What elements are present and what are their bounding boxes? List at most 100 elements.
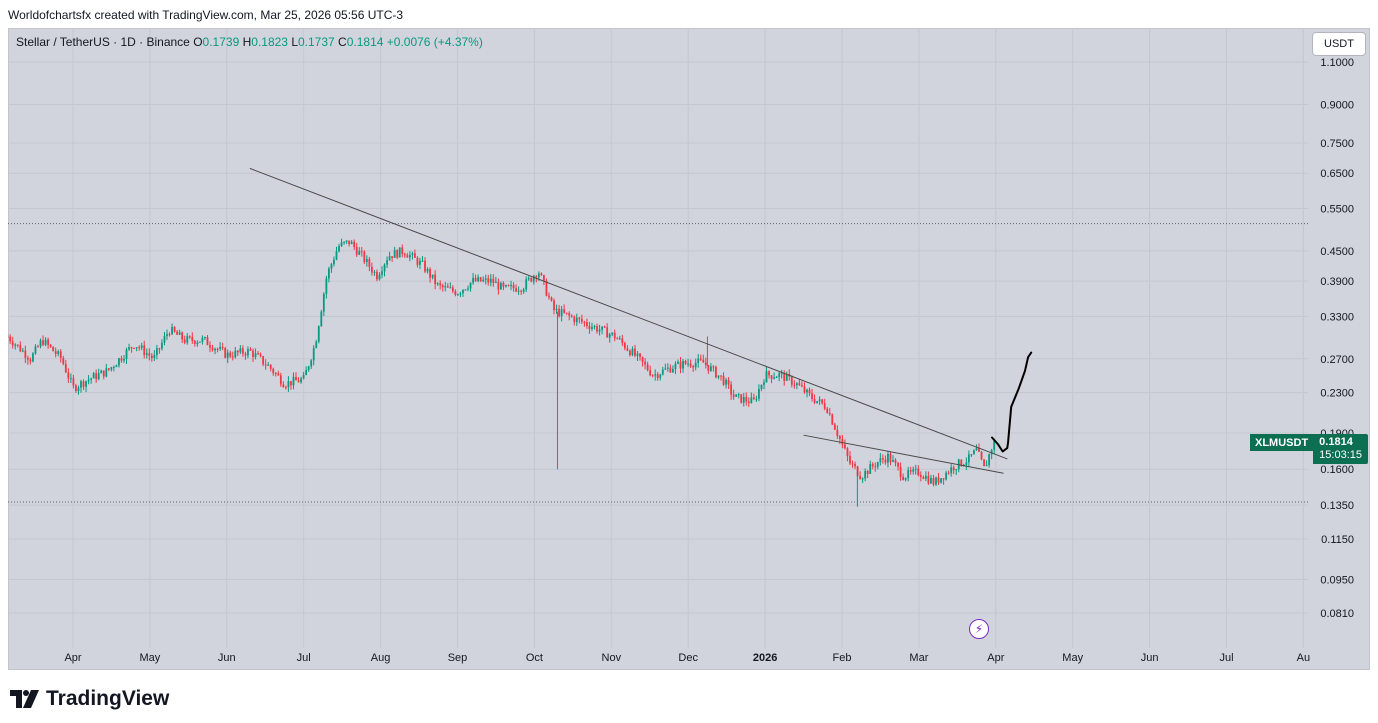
candle-body xyxy=(522,289,525,292)
candle-body xyxy=(330,264,333,269)
candle-body xyxy=(899,466,902,477)
candle-body xyxy=(704,362,707,365)
candle-body xyxy=(90,378,93,380)
candle-body xyxy=(588,325,591,329)
candle-body xyxy=(639,353,641,357)
candle-body xyxy=(793,384,796,386)
candle-body xyxy=(411,253,414,255)
candle-body xyxy=(464,289,467,291)
candle-body xyxy=(441,285,444,288)
candle-body xyxy=(489,278,492,283)
candle-body xyxy=(970,454,973,456)
candle-body xyxy=(909,470,912,472)
candle-body xyxy=(737,394,740,396)
candle-body xyxy=(715,366,717,378)
candle-body xyxy=(388,256,391,261)
candle-body xyxy=(613,332,616,339)
candle-body xyxy=(661,369,664,375)
candle-body xyxy=(193,340,196,345)
candle-body xyxy=(687,363,689,365)
y-tick-label: 0.1600 xyxy=(1320,464,1354,476)
candle-body xyxy=(535,276,538,278)
candle-body xyxy=(47,339,50,345)
candle-body xyxy=(679,361,682,369)
x-tick-label: Sep xyxy=(448,652,468,664)
price-axis: 1.1000 0.9000 0.7500 0.6500 0.5500 0.4500 0.39… xyxy=(1320,57,1354,620)
x-tick-label: May xyxy=(140,652,161,664)
candle-body xyxy=(967,454,970,463)
candle-body xyxy=(254,353,257,358)
candle-body xyxy=(183,339,186,343)
candle-body xyxy=(780,372,783,374)
candle-body xyxy=(596,326,598,332)
candle-body xyxy=(105,368,108,377)
candle-body xyxy=(801,385,803,387)
candle-body xyxy=(742,397,745,403)
candle-body xyxy=(24,350,27,358)
candle-body xyxy=(790,376,793,385)
candle-body xyxy=(75,385,77,391)
candle-body xyxy=(143,345,146,355)
tradingview-logo[interactable]: TradingView xyxy=(10,687,169,711)
candle-body xyxy=(616,338,619,340)
candle-body xyxy=(904,478,907,480)
candle-body xyxy=(257,353,259,355)
y-tick-label: 0.7500 xyxy=(1320,138,1354,150)
candle-body xyxy=(543,275,545,281)
candle-body xyxy=(965,462,968,465)
candle-body xyxy=(497,281,500,290)
candle-body xyxy=(608,334,611,338)
currency-button[interactable]: USDT xyxy=(1312,32,1366,56)
candle-body xyxy=(930,477,932,484)
candle-body xyxy=(747,401,750,404)
candle-body xyxy=(166,334,168,337)
candle-body xyxy=(621,338,624,343)
candle-body xyxy=(811,393,813,400)
y-tick-label: 0.2700 xyxy=(1320,354,1354,366)
candle-body xyxy=(128,347,130,350)
candle-body xyxy=(178,332,181,335)
candle-body xyxy=(492,278,495,283)
candle-body xyxy=(236,350,239,353)
candle-body xyxy=(201,337,204,342)
candle-body xyxy=(694,362,697,368)
candle-body xyxy=(393,250,396,258)
candle-body xyxy=(876,462,879,467)
y-tick-label: 0.9000 xyxy=(1320,100,1354,112)
candle-body xyxy=(216,348,219,350)
candle-body xyxy=(102,370,105,377)
candle-body xyxy=(249,349,252,351)
candle-body xyxy=(591,327,593,329)
event-bolt-icon[interactable]: ⚡ xyxy=(969,619,989,639)
price-chart[interactable]: 1.1000 0.9000 0.7500 0.6500 0.5500 0.4500 0.39… xyxy=(8,28,1370,670)
candle-body xyxy=(198,341,201,343)
candle-body xyxy=(135,347,138,349)
candle-body xyxy=(818,399,821,402)
candle-body xyxy=(717,375,720,378)
candle-body xyxy=(49,344,52,347)
candle-body xyxy=(125,349,128,360)
candle-body xyxy=(282,384,285,388)
candle-body xyxy=(145,353,148,355)
candle-body xyxy=(14,344,17,346)
candle-body xyxy=(813,399,816,403)
candle-body xyxy=(454,291,457,295)
candle-body xyxy=(631,348,634,356)
candle-body xyxy=(120,358,123,361)
candle-body xyxy=(52,346,55,352)
candle-body xyxy=(669,367,672,373)
candle-body xyxy=(188,336,191,338)
legend-open-value: 0.1739 xyxy=(202,35,240,49)
candle-body xyxy=(21,350,24,352)
candle-body xyxy=(186,336,189,343)
candle-body xyxy=(692,366,695,368)
candle-body xyxy=(365,258,368,263)
candle-body xyxy=(601,326,603,330)
candle-body xyxy=(565,312,568,314)
candle-body xyxy=(654,374,657,376)
candle-body xyxy=(221,346,224,349)
candle-body xyxy=(917,468,920,476)
candle-body xyxy=(666,367,669,369)
candle-body xyxy=(477,277,480,282)
candle-body xyxy=(494,281,497,283)
